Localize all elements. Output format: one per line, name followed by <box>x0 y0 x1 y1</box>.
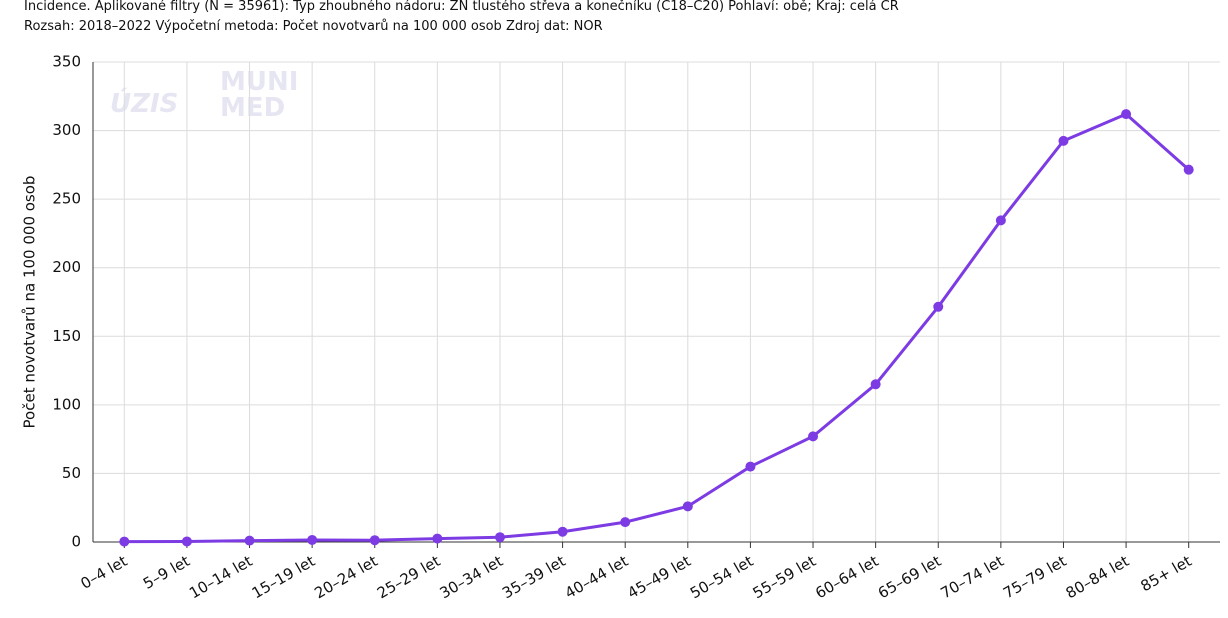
y-tick-label: 100 <box>52 395 81 413</box>
x-tick-label: 0–4 let <box>77 552 130 593</box>
x-tick-label: 15–19 let <box>249 552 318 603</box>
y-tick-label: 150 <box>52 327 81 345</box>
point <box>1121 109 1132 120</box>
y-tick-label: 350 <box>52 53 81 71</box>
x-tick-label: 85+ let <box>1137 552 1194 595</box>
point <box>745 461 756 472</box>
point <box>1058 135 1069 146</box>
chart-subtitle: Rozsah: 2018–2022 Výpočetní metoda: Poče… <box>24 19 603 34</box>
chart-title: Incidence. Aplikované filtry (N = 35961)… <box>24 0 899 14</box>
x-tick-label: 55–59 let <box>750 552 819 603</box>
point <box>119 536 130 547</box>
y-tick-label: 200 <box>52 258 81 276</box>
point <box>181 536 192 547</box>
x-tick-label: 80–84 let <box>1063 552 1132 603</box>
line <box>124 112 1190 544</box>
x-tick-label: 75–79 let <box>1000 552 1069 603</box>
watermark: MUNI <box>220 67 298 97</box>
point <box>620 517 631 528</box>
point <box>1183 164 1194 175</box>
x-tick-label: 30–34 let <box>437 552 506 603</box>
x-tick-label: 45–49 let <box>624 552 693 603</box>
y-tick-label: 0 <box>71 533 81 551</box>
watermark: MED <box>220 93 285 123</box>
point <box>432 533 443 544</box>
point <box>369 535 380 546</box>
point <box>933 301 944 312</box>
x-tick-label: 20–24 let <box>311 552 380 603</box>
x-tick-label: 25–29 let <box>374 552 443 603</box>
x-tick-label: 35–39 let <box>499 552 568 603</box>
point <box>557 526 568 537</box>
x-tick-label: 10–14 let <box>186 552 255 603</box>
y-axis-label: Počet novotvarů na 100 000 osob <box>21 176 39 429</box>
y-tick-label: 50 <box>62 464 81 482</box>
point <box>870 379 881 390</box>
x-tick-label: 60–64 let <box>812 552 881 603</box>
y-tick-label: 250 <box>52 190 81 208</box>
point <box>808 431 819 442</box>
watermark: ÚZIS <box>110 87 178 119</box>
x-tick-label: 50–54 let <box>687 552 756 603</box>
point <box>995 215 1006 226</box>
point <box>244 535 255 546</box>
x-tick-label: 65–69 let <box>875 552 944 603</box>
x-tick-label: 40–44 let <box>562 552 631 603</box>
x-tick-label: 70–74 let <box>937 552 1006 603</box>
point <box>682 501 693 512</box>
point <box>307 534 318 545</box>
point <box>494 532 505 543</box>
y-tick-label: 300 <box>52 121 81 139</box>
